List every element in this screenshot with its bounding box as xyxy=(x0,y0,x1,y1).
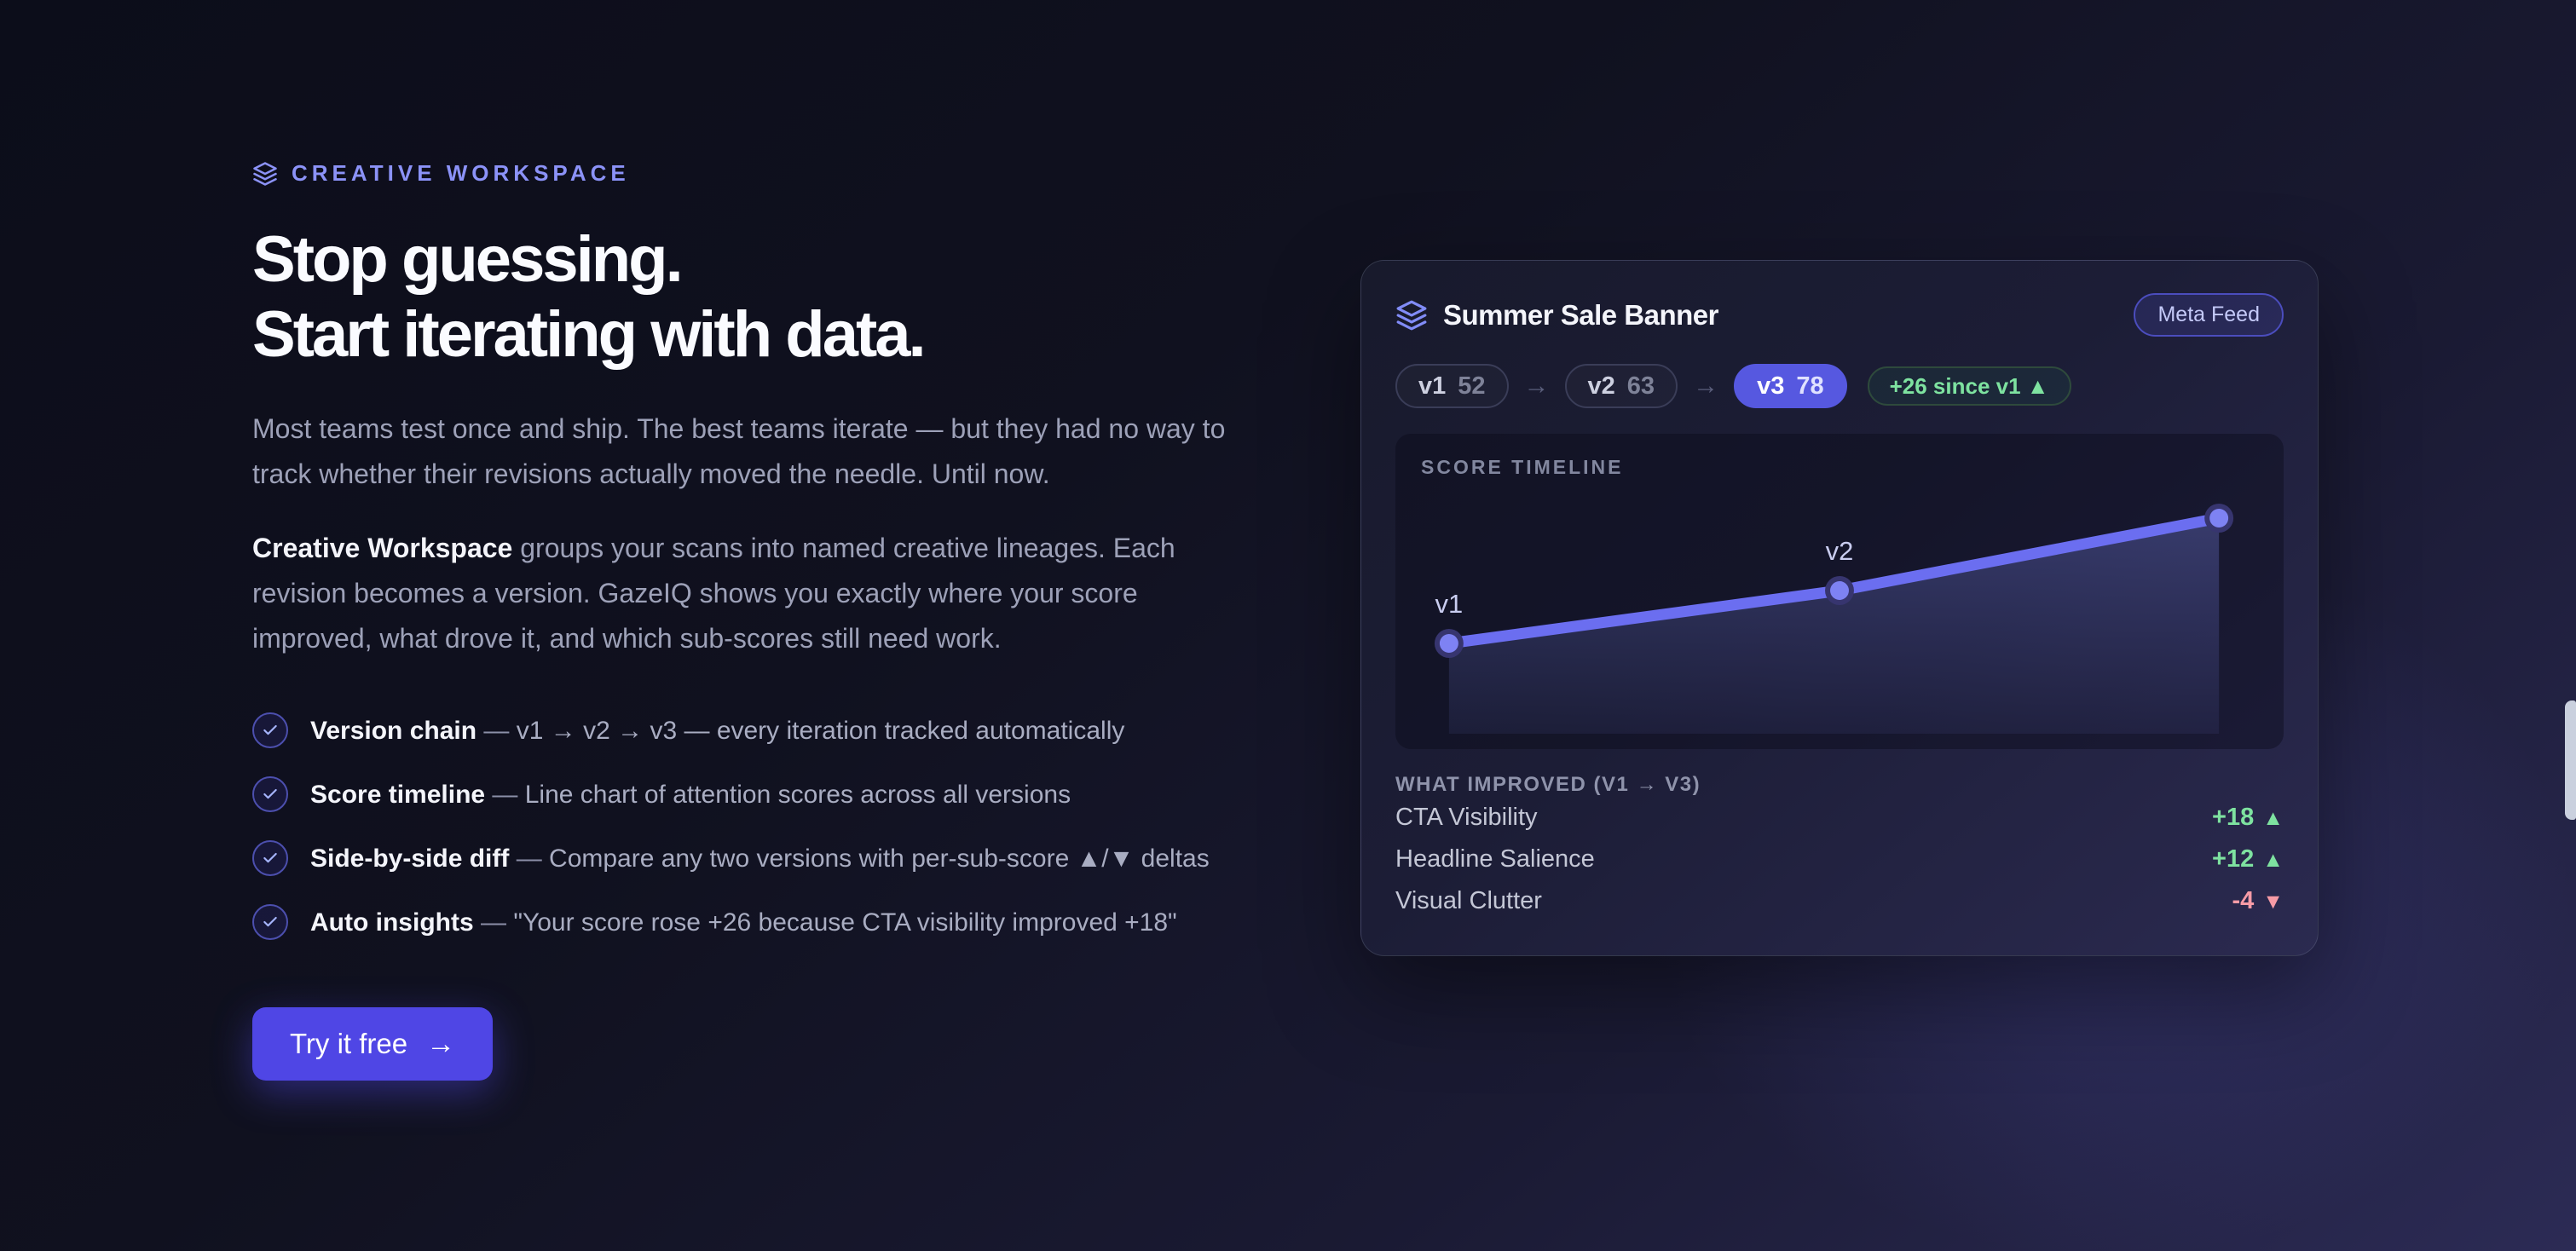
improved-row: Headline Salience +12 ▲ xyxy=(1395,839,2284,880)
improved-row: CTA Visibility +18 ▲ xyxy=(1395,797,2284,839)
feature-description: Compare any two versions with per-sub-sc… xyxy=(549,845,1210,873)
description-paragraph: Creative Workspace groups your scans int… xyxy=(252,526,1250,661)
subscore-label: Headline Salience xyxy=(1395,845,1595,873)
version-score: 63 xyxy=(1626,372,1655,400)
feature-separator: — xyxy=(473,908,514,937)
feature-list: Version chain — v1 → v2 → v3 — every ite… xyxy=(252,712,1258,942)
description-rest: groups your scans into named creative li… xyxy=(252,533,1175,654)
feature-title: Side-by-side diff xyxy=(310,845,510,873)
score-timeline-panel: SCORE TIMELINE v1 v2 xyxy=(1395,434,2284,749)
feature-item: Score timeline — Line chart of attention… xyxy=(252,776,1258,814)
feature-separator: — xyxy=(477,717,517,745)
delta-triangle-icon: ▲ xyxy=(2262,848,2284,872)
check-circle-icon xyxy=(252,840,288,876)
check-circle-icon xyxy=(252,904,288,940)
chain-arrow-icon: → xyxy=(1693,372,1719,400)
improved-row: Visual Clutter -4 ▼ xyxy=(1395,880,2284,922)
what-improved-header: WHAT IMPROVED (V1 → V3) xyxy=(1395,773,1701,796)
feature-description: v1 → v2 → v3 — every iteration tracked a… xyxy=(516,717,1125,745)
eyebrow-label: CREATIVE WORKSPACE xyxy=(292,160,630,186)
try-it-free-button[interactable]: Try it free → xyxy=(252,1007,494,1081)
version-score: 52 xyxy=(1458,372,1486,400)
version-name: v1 xyxy=(1418,372,1447,400)
card-header: Summer Sale Banner Meta Feed xyxy=(1395,293,2284,337)
check-circle-icon xyxy=(252,712,288,748)
feature-separator: — xyxy=(509,845,550,873)
version-name: v2 xyxy=(1587,372,1615,400)
version-chip-v1[interactable]: v1 52 xyxy=(1395,364,1509,408)
chart-title: SCORE TIMELINE xyxy=(1421,456,1624,478)
chain-arrow-icon: → xyxy=(1523,372,1550,400)
feature-title: Auto insights xyxy=(310,908,474,937)
point-label-v2: v2 xyxy=(1826,536,1854,566)
version-chain: v1 52 → v2 63 → v3 78 +26 since v1 ▲ xyxy=(1395,364,2284,408)
feature-separator: — xyxy=(485,781,525,809)
headline-line1: Stop guessing. xyxy=(252,223,684,296)
version-chip-v2[interactable]: v2 63 xyxy=(1564,364,1678,408)
description-bold: Creative Workspace xyxy=(252,533,513,563)
intro-paragraph: Most teams test once and ship. The best … xyxy=(252,413,1226,489)
eyebrow: CREATIVE WORKSPACE xyxy=(252,160,1258,187)
version-score: 78 xyxy=(1796,372,1824,400)
subscore-delta: +18 ▲ xyxy=(2212,804,2284,831)
subscore-delta: -4 ▼ xyxy=(2232,887,2284,914)
feature-title: Version chain xyxy=(310,717,477,745)
cta-label: Try it free xyxy=(290,1028,408,1059)
subscore-delta: +12 ▲ xyxy=(2212,845,2284,873)
feature-description: Line chart of attention scores across al… xyxy=(524,781,1071,809)
delta-since-v1-badge: +26 since v1 ▲ xyxy=(1867,366,2071,406)
scrollbar-thumb[interactable] xyxy=(2565,700,2576,820)
subscore-label: Visual Clutter xyxy=(1395,887,1542,914)
point-label-v1: v1 xyxy=(1435,589,1464,619)
hero-section: CREATIVE WORKSPACE Stop guessing. Start … xyxy=(252,160,1258,1081)
score-line-chart: v1 v2 xyxy=(1434,504,2234,734)
what-improved-section: WHAT IMPROVED (V1 → V3) CTA Visibility +… xyxy=(1395,773,2284,922)
card-title: Summer Sale Banner xyxy=(1443,298,1718,331)
feature-description: "Your score rose +26 because CTA visibil… xyxy=(513,908,1177,937)
delta-triangle-icon: ▼ xyxy=(2262,890,2284,914)
check-circle-icon xyxy=(252,776,288,812)
feature-item: Side-by-side diff — Compare any two vers… xyxy=(252,840,1258,878)
subscore-label: CTA Visibility xyxy=(1395,804,1538,831)
layers-icon xyxy=(253,161,277,186)
meta-feed-badge: Meta Feed xyxy=(2134,293,2284,337)
arrow-right-icon: → xyxy=(426,1027,456,1060)
feature-title: Score timeline xyxy=(310,781,486,809)
page-title: Stop guessing. Start iterating with data… xyxy=(252,222,1258,372)
delta-triangle-icon: ▲ xyxy=(2262,806,2284,830)
feature-item: Auto insights — "Your score rose +26 bec… xyxy=(252,904,1258,942)
workspace-card: Summer Sale Banner Meta Feed v1 52 → v2 … xyxy=(1360,260,2319,956)
feature-item: Version chain — v1 → v2 → v3 — every ite… xyxy=(252,712,1258,750)
version-name: v3 xyxy=(1757,372,1785,400)
headline-line2: Start iterating with data. xyxy=(252,298,927,371)
version-chip-v3[interactable]: v3 78 xyxy=(1734,364,1847,408)
layers-icon xyxy=(1396,300,1427,330)
